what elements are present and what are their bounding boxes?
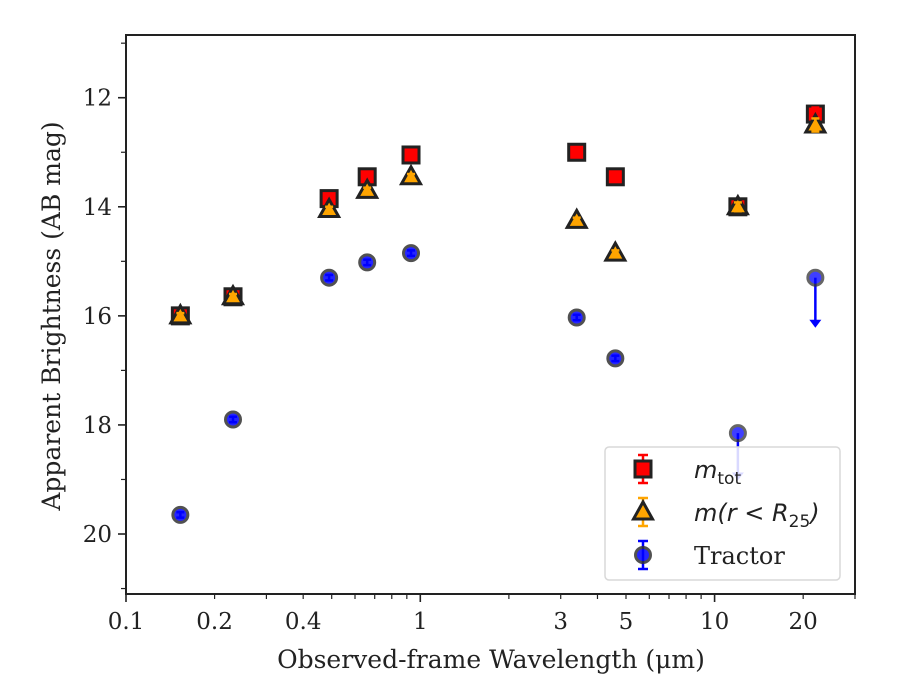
plot-frame — [125, 34, 856, 595]
y-tick-label: 16 — [83, 304, 112, 330]
x-tick-label: 10 — [700, 609, 729, 635]
x-tick-label: 1 — [413, 609, 428, 635]
x-axis-title: Observed-frame Wavelength (μm) — [277, 645, 705, 674]
legend-item-mtot: mtot — [633, 453, 741, 489]
data-marks — [168, 104, 828, 524]
x-tick-label: 0.4 — [285, 609, 322, 635]
y-tick-label: 20 — [83, 522, 112, 548]
y-tick-label: 14 — [83, 195, 112, 221]
x-tick-label: 20 — [789, 609, 818, 635]
legend-box — [604, 446, 841, 581]
legend-label-main: m — [694, 456, 717, 484]
x-tick-label: 5 — [619, 609, 634, 635]
legend-label-main: m(r < R — [694, 499, 789, 527]
legend-marker-m_r25 — [630, 498, 656, 521]
series-m_r25 — [168, 111, 828, 325]
series-mtot — [170, 104, 825, 326]
legend-item-m_r25: m(r < R25) — [630, 496, 820, 532]
upper-limit-arrow-head — [809, 319, 822, 328]
axes: 0.1 0.2 0.4 1 3 5 10 20 12 14 16 18 20 — [83, 34, 856, 635]
x-tick-label: 0.2 — [196, 609, 233, 635]
legend-label: mtot — [694, 456, 741, 489]
legend-marker-mtot — [633, 459, 653, 479]
legend-label: Tractor — [694, 542, 785, 570]
y-tick-label: 12 — [83, 86, 112, 112]
y-tick-label: 18 — [83, 413, 112, 439]
y-axis-title: Apparent Brightness (AB mag) — [37, 121, 66, 511]
data-point-tractor — [728, 424, 747, 443]
legend: mtot m(r < R25) Tractor — [604, 446, 841, 581]
legend-label-end: ) — [808, 499, 819, 527]
data-point-tractor — [806, 268, 825, 287]
legend-label-subscript: tot — [717, 469, 741, 489]
x-tick-label: 3 — [553, 609, 568, 635]
x-tick-label: 0.1 — [108, 609, 145, 635]
legend-label: m(r < R25) — [694, 499, 820, 532]
legend-item-tractor: Tractor — [634, 539, 785, 571]
legend-marker-tractor — [634, 546, 652, 564]
legend-label-subscript: 25 — [789, 512, 811, 532]
